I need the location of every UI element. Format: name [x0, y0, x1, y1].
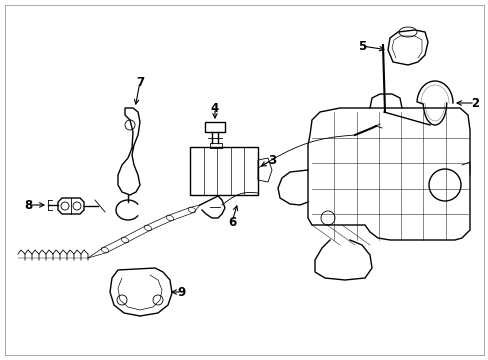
Text: 7: 7 — [136, 76, 144, 89]
Bar — [204, 122, 224, 132]
Text: 2: 2 — [470, 96, 478, 109]
Text: 8: 8 — [24, 198, 32, 212]
Bar — [190, 147, 258, 195]
Text: 6: 6 — [227, 216, 236, 229]
Text: 9: 9 — [178, 285, 186, 298]
Text: 4: 4 — [210, 102, 219, 114]
Text: 5: 5 — [357, 40, 366, 53]
Text: 3: 3 — [267, 153, 276, 166]
